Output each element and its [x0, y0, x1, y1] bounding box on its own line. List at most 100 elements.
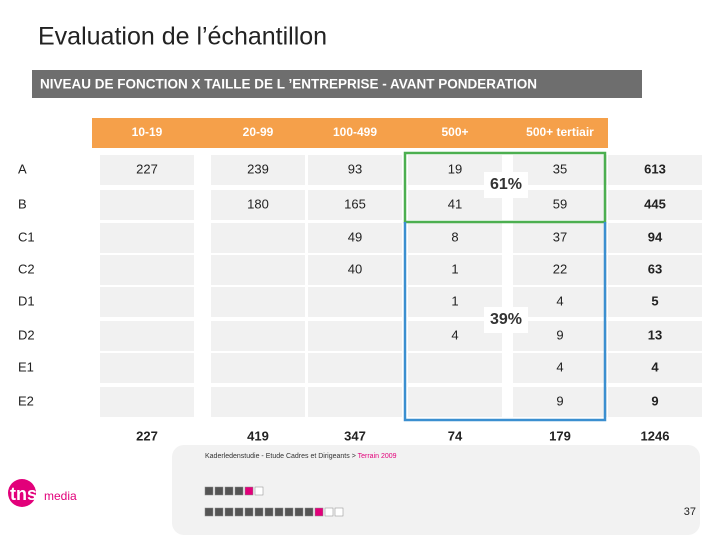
- cell-bg: [100, 353, 194, 383]
- column-header: 500+: [441, 125, 468, 139]
- cell-bg: [308, 287, 402, 317]
- cell-bg: [608, 321, 702, 351]
- logo-mark: [8, 479, 36, 507]
- cell-bg: [308, 387, 402, 417]
- footer-box: [172, 445, 700, 535]
- page-number: 37: [684, 506, 696, 518]
- cell-bg: [308, 223, 402, 253]
- cell: 4: [556, 293, 563, 308]
- cell-bg: [211, 223, 305, 253]
- cell-bg: [513, 287, 607, 317]
- cell: 19: [448, 161, 462, 176]
- source-highlight: Terrain 2009: [358, 453, 397, 460]
- square: [204, 486, 214, 496]
- cell: 40: [348, 261, 362, 276]
- square: [324, 507, 334, 517]
- pct-bg: [484, 172, 528, 198]
- total: 227: [136, 428, 158, 443]
- cell: 41: [448, 196, 462, 211]
- cell: 9: [556, 327, 563, 342]
- cell-bg: [608, 155, 702, 185]
- cell-bg: [513, 223, 607, 253]
- cell-bg: [100, 190, 194, 220]
- cell: 165: [344, 196, 366, 211]
- cell: 445: [644, 196, 666, 211]
- cell: 4: [651, 359, 659, 374]
- cell: 59: [553, 196, 567, 211]
- row-label: D2: [18, 327, 35, 342]
- square: [204, 507, 214, 517]
- cell-bg: [308, 321, 402, 351]
- square: [234, 486, 244, 496]
- cell: 8: [451, 229, 458, 244]
- row-label: B: [18, 196, 27, 211]
- total: 1246: [641, 428, 670, 443]
- cell-bg: [100, 255, 194, 285]
- header-row: [92, 118, 608, 148]
- square: [224, 507, 234, 517]
- row-label: D1: [18, 293, 35, 308]
- row-label: A: [18, 161, 27, 176]
- title: Evaluation de l’échantillon: [38, 23, 327, 51]
- group-box-upper: [403, 151, 607, 224]
- square: [274, 507, 284, 517]
- cell-bg: [513, 190, 607, 220]
- cell-bg: [211, 353, 305, 383]
- cell-bg: [608, 353, 702, 383]
- cell: 49: [348, 229, 362, 244]
- square: [244, 507, 254, 517]
- square: [294, 507, 304, 517]
- square: [304, 507, 314, 517]
- cell-bg: [211, 321, 305, 351]
- logo-sub: media: [44, 489, 77, 503]
- cell: 9: [651, 393, 658, 408]
- cell-bg: [513, 321, 607, 351]
- banner-bg: [32, 70, 642, 98]
- cell-bg: [608, 255, 702, 285]
- cell: 5: [651, 293, 658, 308]
- column-header: 10-19: [132, 125, 163, 139]
- column-header: 100-499: [333, 125, 377, 139]
- pct-lower: 39%: [490, 311, 522, 328]
- cell: 180: [247, 196, 269, 211]
- square: [214, 507, 224, 517]
- cell: 13: [648, 327, 662, 342]
- square: [334, 507, 344, 517]
- square: [244, 486, 254, 496]
- square: [264, 507, 274, 517]
- source-text: Kaderledenstudie - Etude Cadres et Dirig…: [205, 453, 356, 460]
- square: [314, 507, 324, 517]
- cell: 94: [648, 229, 663, 244]
- cell-bg: [513, 155, 607, 185]
- total: 347: [344, 428, 366, 443]
- cell: 4: [451, 327, 458, 342]
- cell-bg: [608, 223, 702, 253]
- row-label: E1: [18, 359, 34, 374]
- cell-bg: [211, 387, 305, 417]
- cell-bg: [308, 190, 402, 220]
- cell: 37: [553, 229, 567, 244]
- square: [234, 507, 244, 517]
- row-label: E2: [18, 393, 34, 408]
- cell: 613: [644, 161, 666, 176]
- cell-bg: [211, 255, 305, 285]
- cell: 1: [451, 293, 458, 308]
- square: [254, 486, 264, 496]
- cell-bg: [608, 387, 702, 417]
- cell-bg: [408, 255, 502, 285]
- cell: 227: [136, 161, 158, 176]
- cell-bg: [308, 255, 402, 285]
- cell-bg: [308, 353, 402, 383]
- square: [214, 486, 224, 496]
- cell-bg: [100, 223, 194, 253]
- pct-bg: [484, 307, 528, 333]
- banner: NIVEAU DE FONCTION X TAILLE DE L ’ENTREP…: [40, 77, 537, 92]
- cell: 1: [451, 261, 458, 276]
- group-box-lower: [403, 222, 607, 422]
- row-label: C2: [18, 261, 35, 276]
- cell-bg: [211, 155, 305, 185]
- pct-upper: 61%: [490, 176, 522, 193]
- cell-bg: [408, 387, 502, 417]
- cell-bg: [513, 353, 607, 383]
